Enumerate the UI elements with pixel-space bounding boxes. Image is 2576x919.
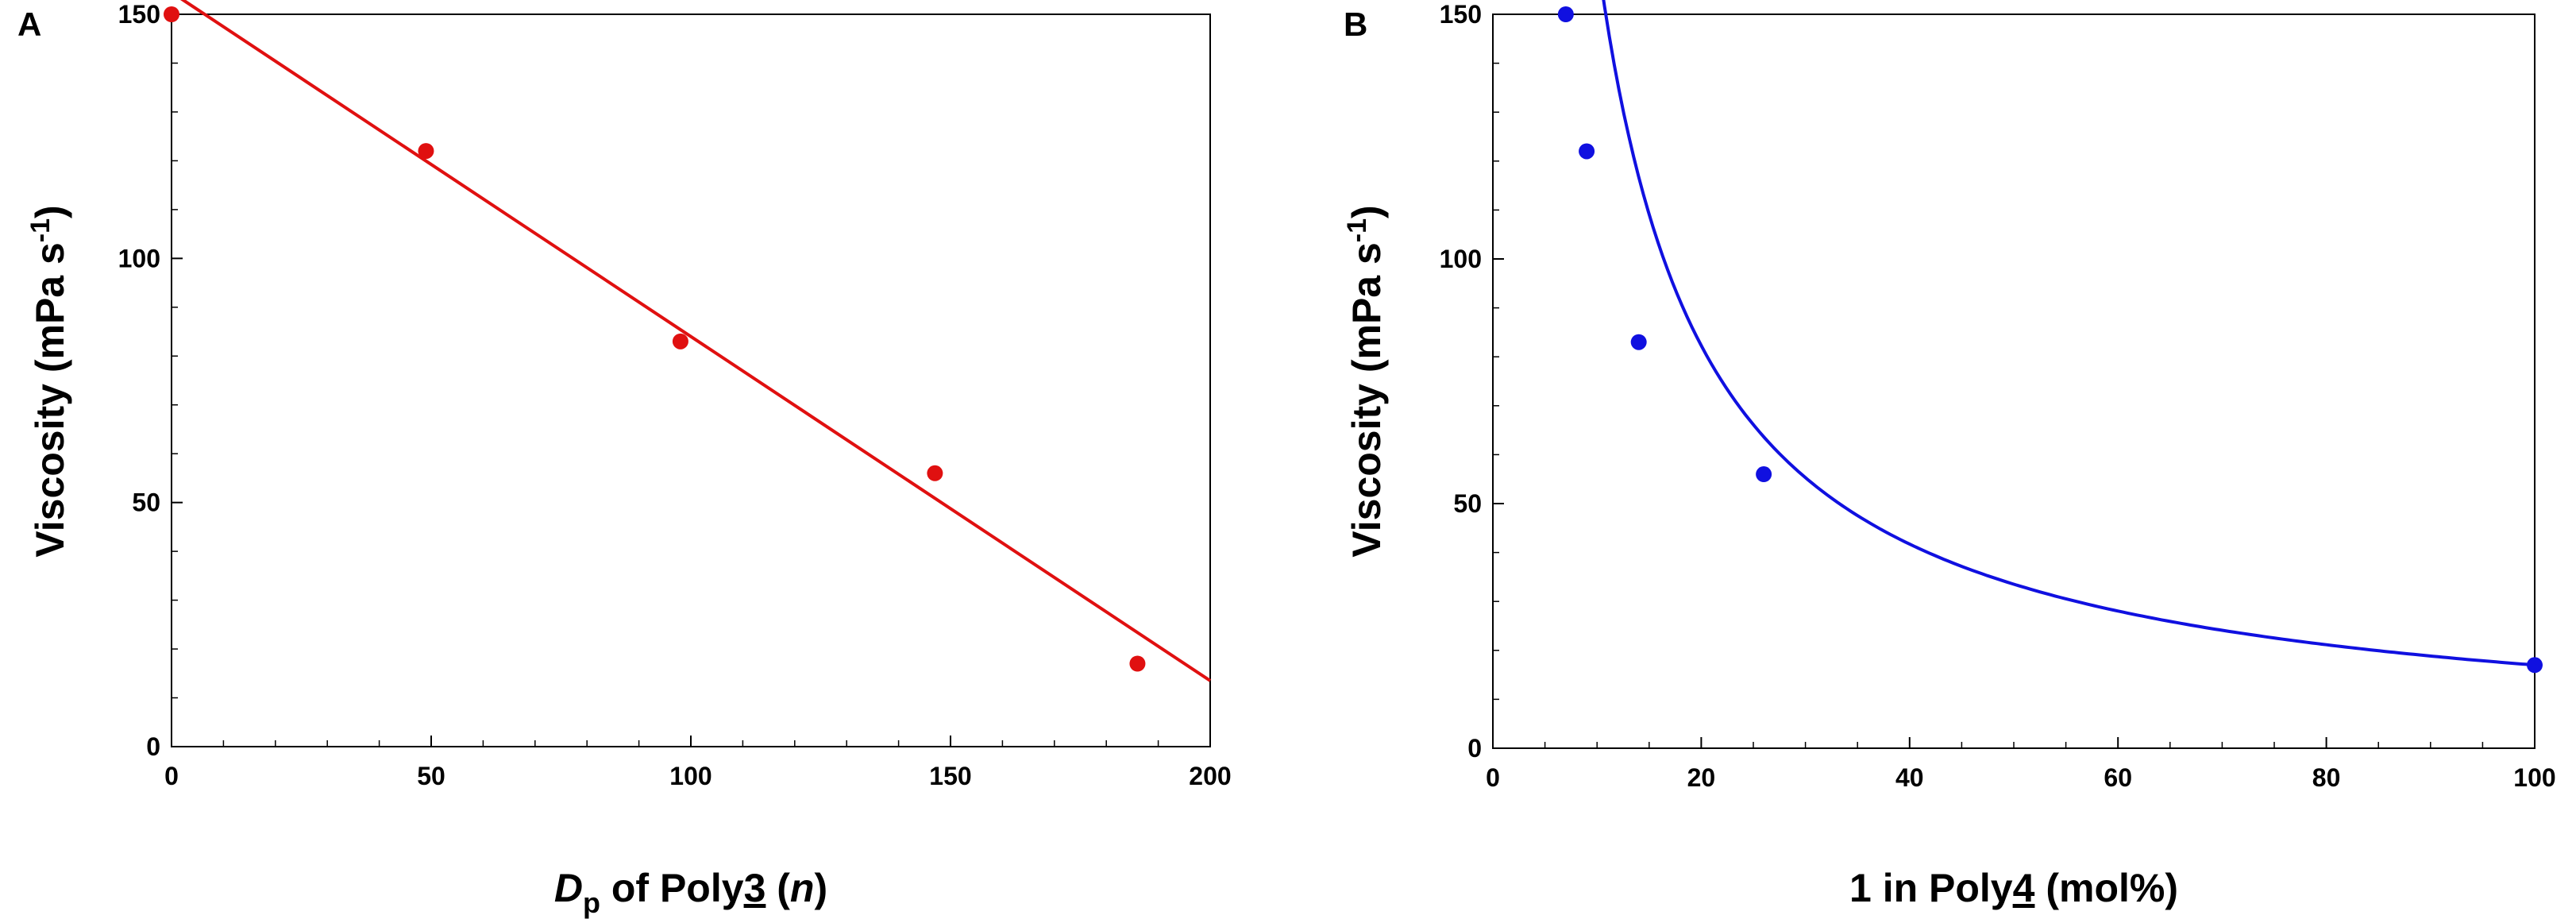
panel-b: B 0 20 40 60 80 100 0 50 100 150 1 in Poly4 (mol%… [1342,0,2556,910]
x-tick-label: 60 [2104,763,2132,792]
panel-b-label: B [1344,6,1367,43]
panel-a-x-axis-title: Dp of Poly3 (n) [554,866,827,919]
panel-a-label: A [17,6,41,43]
x-tick-label: 200 [1189,762,1231,790]
y-tick-label: 0 [146,732,160,761]
data-point [1579,143,1595,160]
x-tick-label: 50 [417,762,445,790]
x-tick-label: 100 [2513,763,2555,792]
data-point [672,333,688,349]
x-tick-label: 100 [669,762,711,790]
panel-a-points [164,6,1146,672]
panel-a-xlabel-num: 3 [744,866,766,910]
panel-b-y-axis-title: Viscosity (mPa s-1) [1342,205,1389,557]
data-point [418,143,434,160]
x-tick-label: 80 [2312,763,2341,792]
panel-b-ylabel-main: Viscosity (mPa s [1344,242,1389,558]
y-tick-label: 150 [1440,0,1482,29]
y-tick-label: 100 [118,244,160,272]
x-tick-label: 0 [1486,763,1500,792]
panel-b-ticks: 0 20 40 60 80 100 0 50 100 150 [1440,0,2556,792]
panel-a-xlabel-p: p [583,886,600,919]
panel-a-xlabel-n: n [790,866,815,910]
panel-a-xlabel-close: ) [814,866,827,910]
panel-b-xlabel-num: 4 [2013,866,2035,910]
panel-a-fit-line [179,0,1212,682]
panel-b-x-axis-title: 1 in Poly4 (mol%) [1849,866,2178,910]
data-point [927,465,943,481]
panel-a-y-axis-title: Viscosity (mPa s-1) [25,205,72,557]
x-tick-label: 150 [929,762,971,790]
panel-a-plot-frame [171,14,1211,747]
panel-b-fit-curve [1602,0,2536,667]
panel-a-xlabel-of: of Poly [600,866,744,910]
panel-a-ylabel-sup: -1 [25,218,56,242]
y-tick-label: 100 [1440,245,1482,273]
panel-a-ylabel-main: Viscosity (mPa s [28,242,72,558]
y-tick-label: 50 [132,488,160,517]
x-tick-label: 40 [1895,763,1924,792]
y-tick-label: 0 [1467,734,1482,763]
data-point [1756,466,1772,483]
panel-a-ticks: 0 50 100 150 200 0 50 100 150 [118,0,1232,790]
data-point [2527,657,2543,674]
panel-b-xlabel-post: (mol%) [2034,866,2178,910]
panel-a-xlabel-d: D [554,866,583,910]
panel-b-ylabel-close: ) [1344,205,1389,218]
panel-a-ylabel-close: ) [28,205,72,218]
x-tick-label: 20 [1687,763,1716,792]
data-point [1129,655,1146,672]
y-tick-label: 50 [1453,489,1482,518]
panel-b-points [1557,6,2543,674]
panel-b-ylabel-sup: -1 [1342,218,1372,242]
data-point [164,6,179,22]
x-tick-label: 0 [164,762,179,790]
data-point [1557,6,1574,22]
panel-b-plot-frame [1492,14,2536,749]
panel-a-xlabel-open: ( [765,866,790,910]
y-tick-label: 150 [118,0,160,29]
data-point [1630,334,1647,350]
panel-b-xlabel-pre: 1 in Poly [1849,866,2013,910]
